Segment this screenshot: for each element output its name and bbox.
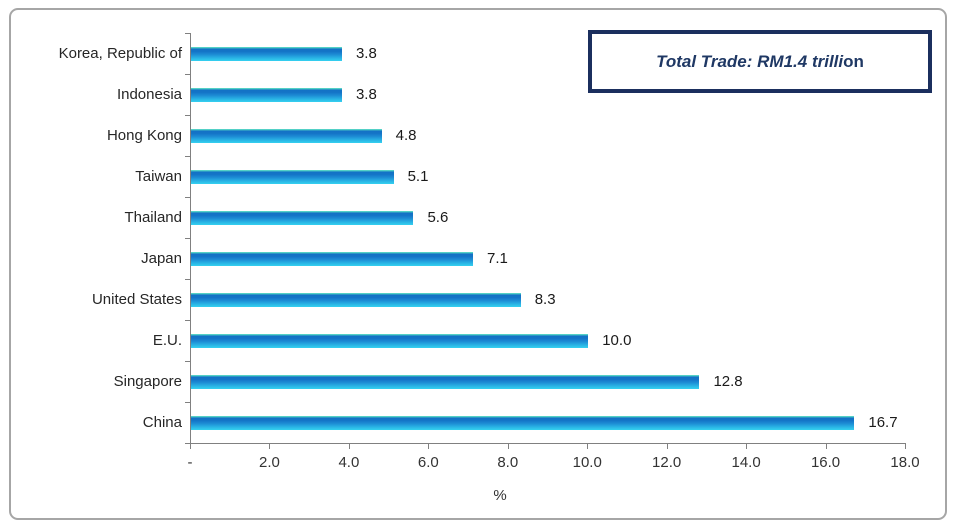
value-label: 12.8: [713, 372, 743, 390]
x-axis-tick: [269, 443, 271, 449]
category-label: E.U.: [152, 331, 182, 349]
y-axis-tick: [185, 238, 190, 239]
data-bar: [191, 87, 342, 102]
data-bar: [191, 292, 521, 307]
y-axis-tick: [185, 74, 190, 75]
data-bar: [191, 210, 414, 225]
value-label: 5.6: [427, 208, 449, 226]
category-label: China: [142, 413, 182, 431]
data-bar: [191, 251, 474, 266]
category-label: Japan: [141, 249, 182, 267]
value-label: 16.7: [868, 413, 898, 431]
category-label: Thailand: [124, 208, 182, 226]
x-tick-label: 6.0: [417, 454, 439, 471]
category-label: United States: [91, 290, 182, 308]
x-tick-label: -: [187, 454, 193, 471]
x-axis-title: %: [493, 487, 507, 504]
x-axis-tick: [905, 443, 906, 449]
value-label: 5.1: [407, 167, 429, 185]
x-axis-tick: [666, 443, 668, 449]
x-axis-tick: [190, 443, 191, 449]
value-label: 4.8: [395, 126, 417, 144]
x-tick-label: 8.0: [497, 454, 519, 471]
value-label: 7.1: [487, 249, 508, 267]
value-label: 10.0: [602, 331, 632, 349]
category-label: Indonesia: [116, 85, 182, 103]
x-axis-tick: [746, 443, 748, 449]
x-tick-label: 2.0: [259, 454, 280, 471]
x-axis-tick: [507, 443, 509, 449]
data-bar: [191, 415, 855, 430]
x-tick-label: 18.0: [890, 454, 920, 471]
data-bar: [191, 374, 700, 389]
total-trade-text: Total Trade: RM1.4 trilli: [656, 51, 844, 71]
total-trade-callout: Total Trade: RM1.4 trilli on: [588, 30, 932, 93]
x-tick-label: 10.0: [572, 454, 602, 471]
x-axis-tick: [348, 443, 350, 449]
y-axis-line: [190, 33, 191, 443]
data-bar: [191, 128, 382, 143]
data-bar: [191, 169, 394, 184]
y-axis-tick: [185, 33, 190, 34]
x-tick-label: 4.0: [338, 454, 360, 471]
category-label: Singapore: [113, 372, 182, 390]
x-axis-tick: [428, 443, 430, 449]
y-axis-tick: [185, 197, 190, 198]
y-axis-tick: [185, 279, 190, 280]
category-label: Taiwan: [135, 167, 182, 185]
y-axis-tick: [185, 156, 190, 157]
x-axis-tick: [587, 443, 589, 449]
y-axis-tick: [185, 402, 190, 403]
y-axis-tick: [185, 320, 190, 321]
value-label: 3.8: [355, 85, 377, 103]
data-bar: [191, 333, 589, 348]
x-tick-label: 16.0: [810, 454, 841, 471]
chart-frame: [9, 8, 947, 520]
data-bar: [191, 46, 342, 61]
value-label: 3.8: [355, 44, 377, 62]
x-tick-label: 12.0: [652, 454, 682, 471]
x-axis-line: [190, 443, 906, 444]
value-label: 8.3: [534, 290, 556, 308]
y-axis-tick: [185, 361, 190, 362]
x-tick-label: 14.0: [731, 454, 761, 471]
y-axis-tick: [185, 443, 190, 444]
category-label: Hong Kong: [106, 126, 182, 144]
total-trade-text-suffix: on: [843, 51, 864, 71]
y-axis-tick: [185, 115, 190, 116]
x-axis-tick: [825, 443, 827, 449]
category-label: Korea, Republic of: [58, 44, 182, 62]
